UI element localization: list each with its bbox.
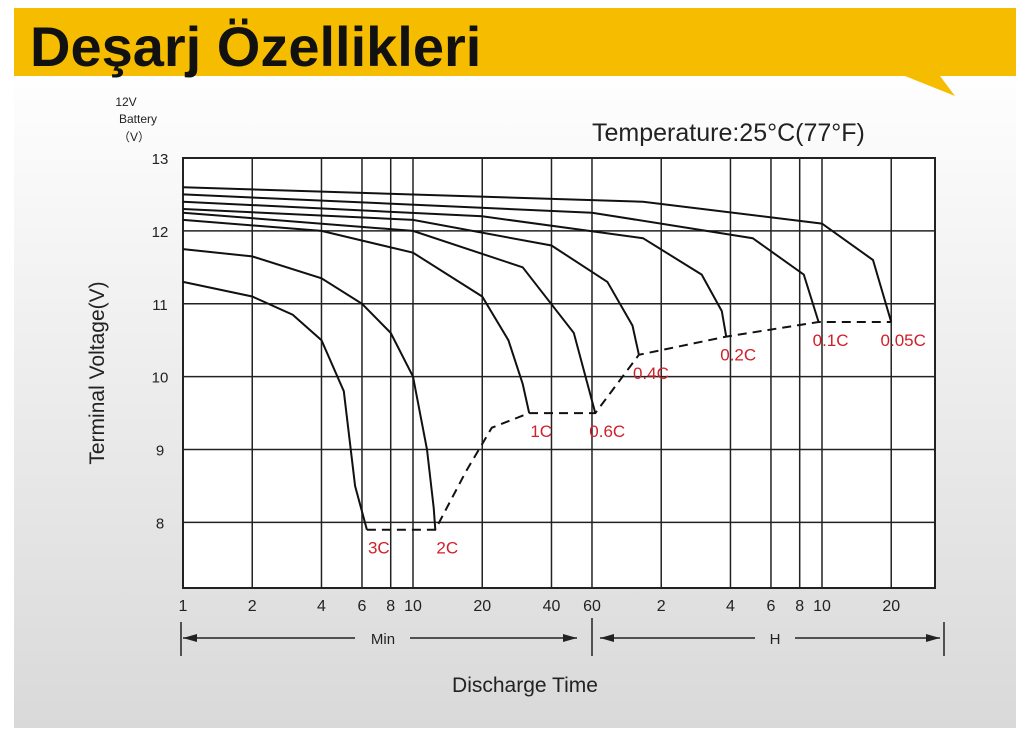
x-tick-label: 40	[543, 598, 561, 615]
x-axis-label: Discharge Time	[452, 674, 598, 697]
x-tick-label: 8	[795, 598, 804, 615]
range-arrows	[180, 618, 945, 656]
x-tick-label: 4	[317, 598, 326, 615]
discharge-curve	[182, 280, 368, 530]
y-tick-label: 13	[152, 151, 169, 168]
y-tick-label: 11	[152, 297, 168, 314]
curve-label: 0.4C	[633, 364, 669, 383]
curve-label: 0.6C	[589, 422, 625, 441]
page-title: Deşarj Özellikleri	[30, 15, 481, 78]
discharge-curve	[182, 186, 893, 323]
x-tick-label: 6	[767, 598, 776, 615]
curve-label: 0.2C	[720, 346, 756, 365]
title-banner	[14, 8, 1016, 96]
x-tick-label: 20	[473, 598, 491, 615]
y-axis-label: Terminal Voltage(V)	[86, 281, 109, 464]
x-tick-label: 60	[583, 598, 601, 615]
end-voltage-line	[366, 321, 892, 531]
x-tick-label: 10	[813, 598, 831, 615]
y-unit-label: Battery	[119, 112, 157, 126]
x-tick-label: 20	[882, 598, 900, 615]
range-label: Min	[371, 631, 395, 648]
y-tick-label: 12	[152, 224, 169, 241]
x-tick-label: 2	[657, 598, 666, 615]
y-tick-label: 10	[152, 370, 169, 387]
y-unit-label: （V）	[118, 130, 150, 144]
y-tick-label: 9	[156, 443, 164, 460]
x-tick-label: 1	[179, 598, 188, 615]
y-unit-label: 12V	[115, 95, 136, 109]
curve-label: 0.05C	[881, 331, 926, 350]
y-tick-label: 8	[156, 515, 164, 532]
subtitle: Temperature:25°C(77°F)	[592, 119, 865, 147]
x-tick-label: 6	[358, 598, 367, 615]
x-tick-label: 10	[404, 598, 422, 615]
discharge-curve	[182, 208, 640, 356]
x-tick-label: 2	[248, 598, 257, 615]
discharge-curve	[182, 248, 437, 530]
curve-label: 0.1C	[813, 331, 849, 350]
curve-label: 1C	[530, 422, 552, 441]
discharge-curve	[182, 211, 597, 414]
discharge-curve	[182, 218, 531, 414]
discharge-curve	[182, 200, 728, 337]
curve-label: 2C	[436, 539, 458, 558]
discharge-curve	[182, 193, 820, 323]
curve-label: 3C	[368, 539, 390, 558]
range-label: H	[770, 631, 781, 648]
x-tick-label: 8	[386, 598, 395, 615]
x-tick-label: 4	[726, 598, 735, 615]
